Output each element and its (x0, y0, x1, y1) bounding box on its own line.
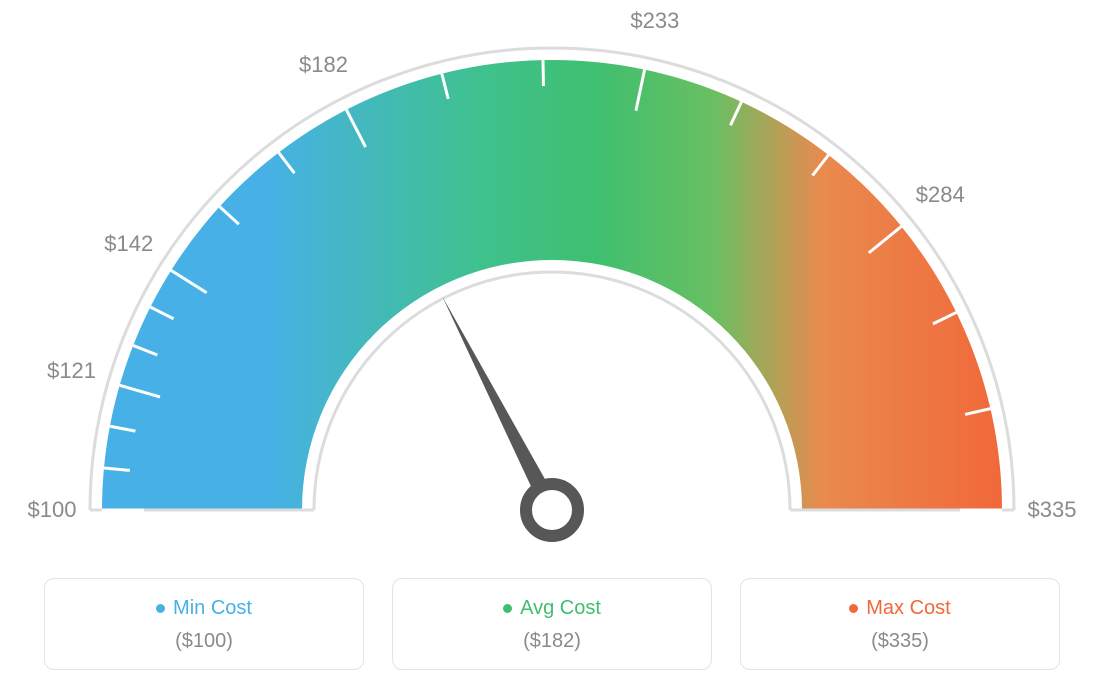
legend-card-max: Max Cost ($335) (740, 578, 1060, 670)
legend-dot-icon (849, 604, 858, 613)
tick-label: $284 (916, 182, 965, 208)
legend-title-text: Avg Cost (520, 597, 601, 620)
tick-label: $335 (1028, 497, 1077, 523)
legend-dot-icon (156, 604, 165, 613)
legend-dot-icon (503, 604, 512, 613)
cost-gauge-container: $100 $121 $142 $182 $233 $284 $335 Min Cost ($1… (0, 0, 1104, 690)
legend-card-avg: Avg Cost ($182) (392, 578, 712, 670)
gauge-area: $100 $121 $142 $182 $233 $284 $335 (0, 0, 1104, 560)
legend-value: ($100) (55, 630, 353, 653)
legend-title: Avg Cost (503, 597, 601, 620)
legend-title: Min Cost (156, 597, 252, 620)
tick-label: $100 (28, 497, 77, 523)
legend-card-min: Min Cost ($100) (44, 578, 364, 670)
tick-label: $182 (299, 52, 348, 78)
tick-label: $121 (47, 358, 96, 384)
legend-value: ($182) (403, 630, 701, 653)
legend-title: Max Cost (849, 597, 950, 620)
legend-value: ($335) (751, 630, 1049, 653)
gauge-svg (0, 0, 1104, 560)
legend-title-text: Min Cost (173, 597, 252, 620)
gauge-fill (102, 60, 1002, 510)
needle-hub (526, 484, 578, 536)
tick-label: $233 (630, 8, 679, 34)
tick-label: $142 (104, 231, 153, 257)
minor-tick (543, 60, 544, 86)
legend-row: Min Cost ($100) Avg Cost ($182) Max Cost ($33… (0, 578, 1104, 670)
legend-title-text: Max Cost (866, 597, 950, 620)
